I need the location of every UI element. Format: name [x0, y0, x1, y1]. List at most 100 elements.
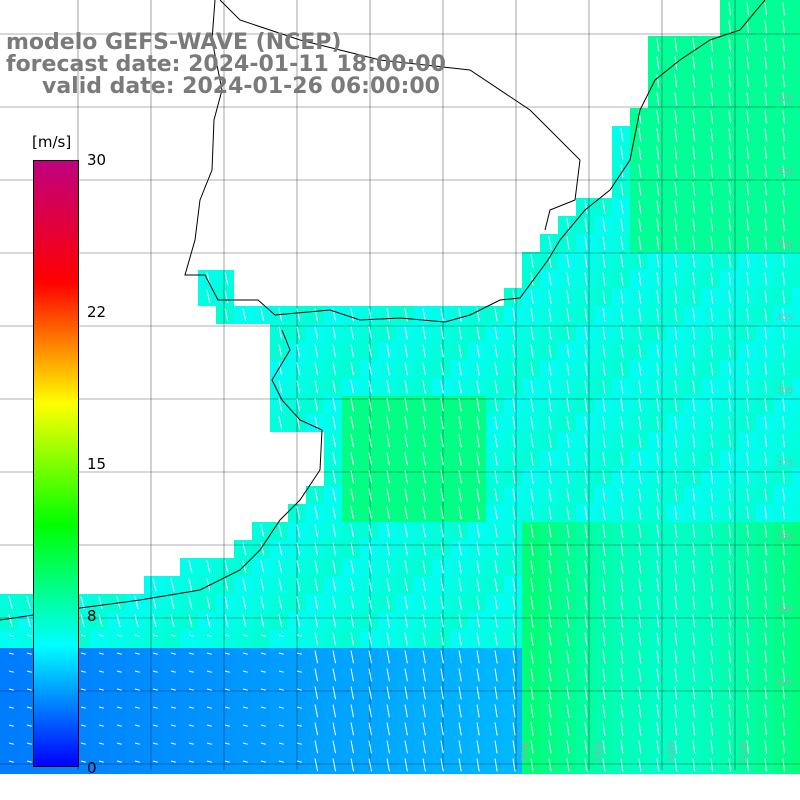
wind-arrow	[782, 92, 785, 106]
wind-cell	[738, 738, 756, 756]
wind-cell	[234, 612, 252, 630]
wind-arrow	[620, 344, 624, 358]
wind-arrow	[314, 740, 319, 754]
wind-cell	[702, 450, 720, 468]
wind-cell	[540, 666, 558, 684]
wind-arrow	[476, 488, 480, 502]
wind-cell	[792, 288, 800, 306]
wind-cell	[360, 324, 378, 342]
wind-arrow	[440, 632, 444, 646]
wind-cell	[576, 216, 594, 234]
wind-arrow	[674, 146, 678, 160]
wind-arrow	[440, 614, 444, 628]
wind-cell	[378, 396, 396, 414]
wind-cell	[684, 54, 702, 72]
wind-cell	[270, 540, 288, 558]
wind-cell	[216, 738, 234, 756]
wind-cell	[576, 288, 594, 306]
wind-cell	[738, 612, 756, 630]
wind-cell	[702, 612, 720, 630]
wind-cell	[234, 684, 252, 702]
wind-arrow	[404, 722, 408, 736]
wind-cell	[270, 756, 288, 774]
lat-label-36s: 36S	[776, 386, 794, 396]
wind-arrow	[548, 416, 552, 430]
wind-arrow	[314, 686, 319, 700]
wind-arrow	[602, 686, 606, 700]
wind-cell	[594, 756, 612, 774]
wind-arrow	[296, 344, 301, 358]
wind-arrow	[494, 722, 498, 736]
wind-cell	[756, 216, 774, 234]
wind-cell	[774, 342, 792, 360]
wind-arrow	[566, 488, 570, 502]
wind-arrow	[566, 650, 570, 664]
wind-arrow	[332, 560, 337, 574]
wind-arrow	[710, 524, 714, 538]
wind-cell	[504, 396, 522, 414]
wind-arrow	[8, 760, 14, 763]
wind-arrow	[422, 542, 426, 556]
wind-cell	[396, 756, 414, 774]
wind-cell	[180, 702, 198, 720]
wind-arrow	[782, 308, 785, 322]
wind-arrow	[638, 524, 642, 538]
wind-cell	[468, 702, 486, 720]
wind-cell	[612, 738, 630, 756]
wind-cell	[630, 396, 648, 414]
wind-cell	[774, 36, 792, 54]
wind-arrow	[530, 470, 534, 484]
wind-arrow	[512, 362, 516, 376]
wind-cell	[738, 666, 756, 684]
wind-arrow	[638, 398, 642, 412]
wind-arrow	[710, 308, 714, 322]
wind-cell	[558, 522, 576, 540]
wind-arrow	[638, 488, 642, 502]
wind-arrow	[728, 560, 732, 574]
wind-arrow	[422, 434, 426, 448]
wind-cell	[342, 324, 360, 342]
wind-cell	[450, 324, 468, 342]
wind-cell	[396, 450, 414, 468]
wind-arrow	[764, 722, 767, 736]
wind-cell	[594, 216, 612, 234]
wind-arrow	[782, 380, 785, 394]
wind-arrow	[746, 758, 750, 772]
wind-arrow	[746, 38, 750, 52]
wind-cell	[648, 216, 666, 234]
wind-arrow	[692, 200, 696, 214]
wind-arrow	[728, 722, 732, 736]
wind-arrow	[746, 416, 750, 430]
wind-arrow	[296, 380, 301, 394]
wind-arrow	[458, 470, 462, 484]
wind-arrow	[584, 416, 588, 430]
wind-cell	[270, 324, 288, 342]
wind-arrow	[368, 704, 372, 718]
wind-cell	[756, 684, 774, 702]
wind-arrow	[710, 614, 714, 628]
lat-label-35s: 35S	[776, 313, 794, 323]
wind-cell	[414, 540, 432, 558]
wind-cell	[738, 162, 756, 180]
wind-arrow	[386, 362, 390, 376]
wind-cell	[324, 702, 342, 720]
wind-arrow	[98, 614, 103, 628]
wind-arrow	[296, 688, 302, 691]
wind-arrow	[224, 560, 229, 574]
wind-arrow	[692, 362, 696, 376]
wind-arrow	[260, 688, 266, 691]
wind-arrow	[656, 452, 660, 466]
wind-cell	[450, 684, 468, 702]
wind-arrow	[530, 560, 534, 574]
wind-arrow	[566, 524, 570, 538]
wind-cell	[432, 378, 450, 396]
wind-cell	[324, 720, 342, 738]
wind-arrow	[656, 38, 660, 52]
wind-cell	[648, 630, 666, 648]
lat-label-33s: 33S	[776, 167, 794, 177]
wind-arrow	[260, 308, 265, 322]
wind-arrow	[620, 254, 624, 268]
wind-arrow	[422, 308, 426, 322]
wind-cell	[792, 90, 800, 108]
wind-arrow	[368, 668, 372, 682]
